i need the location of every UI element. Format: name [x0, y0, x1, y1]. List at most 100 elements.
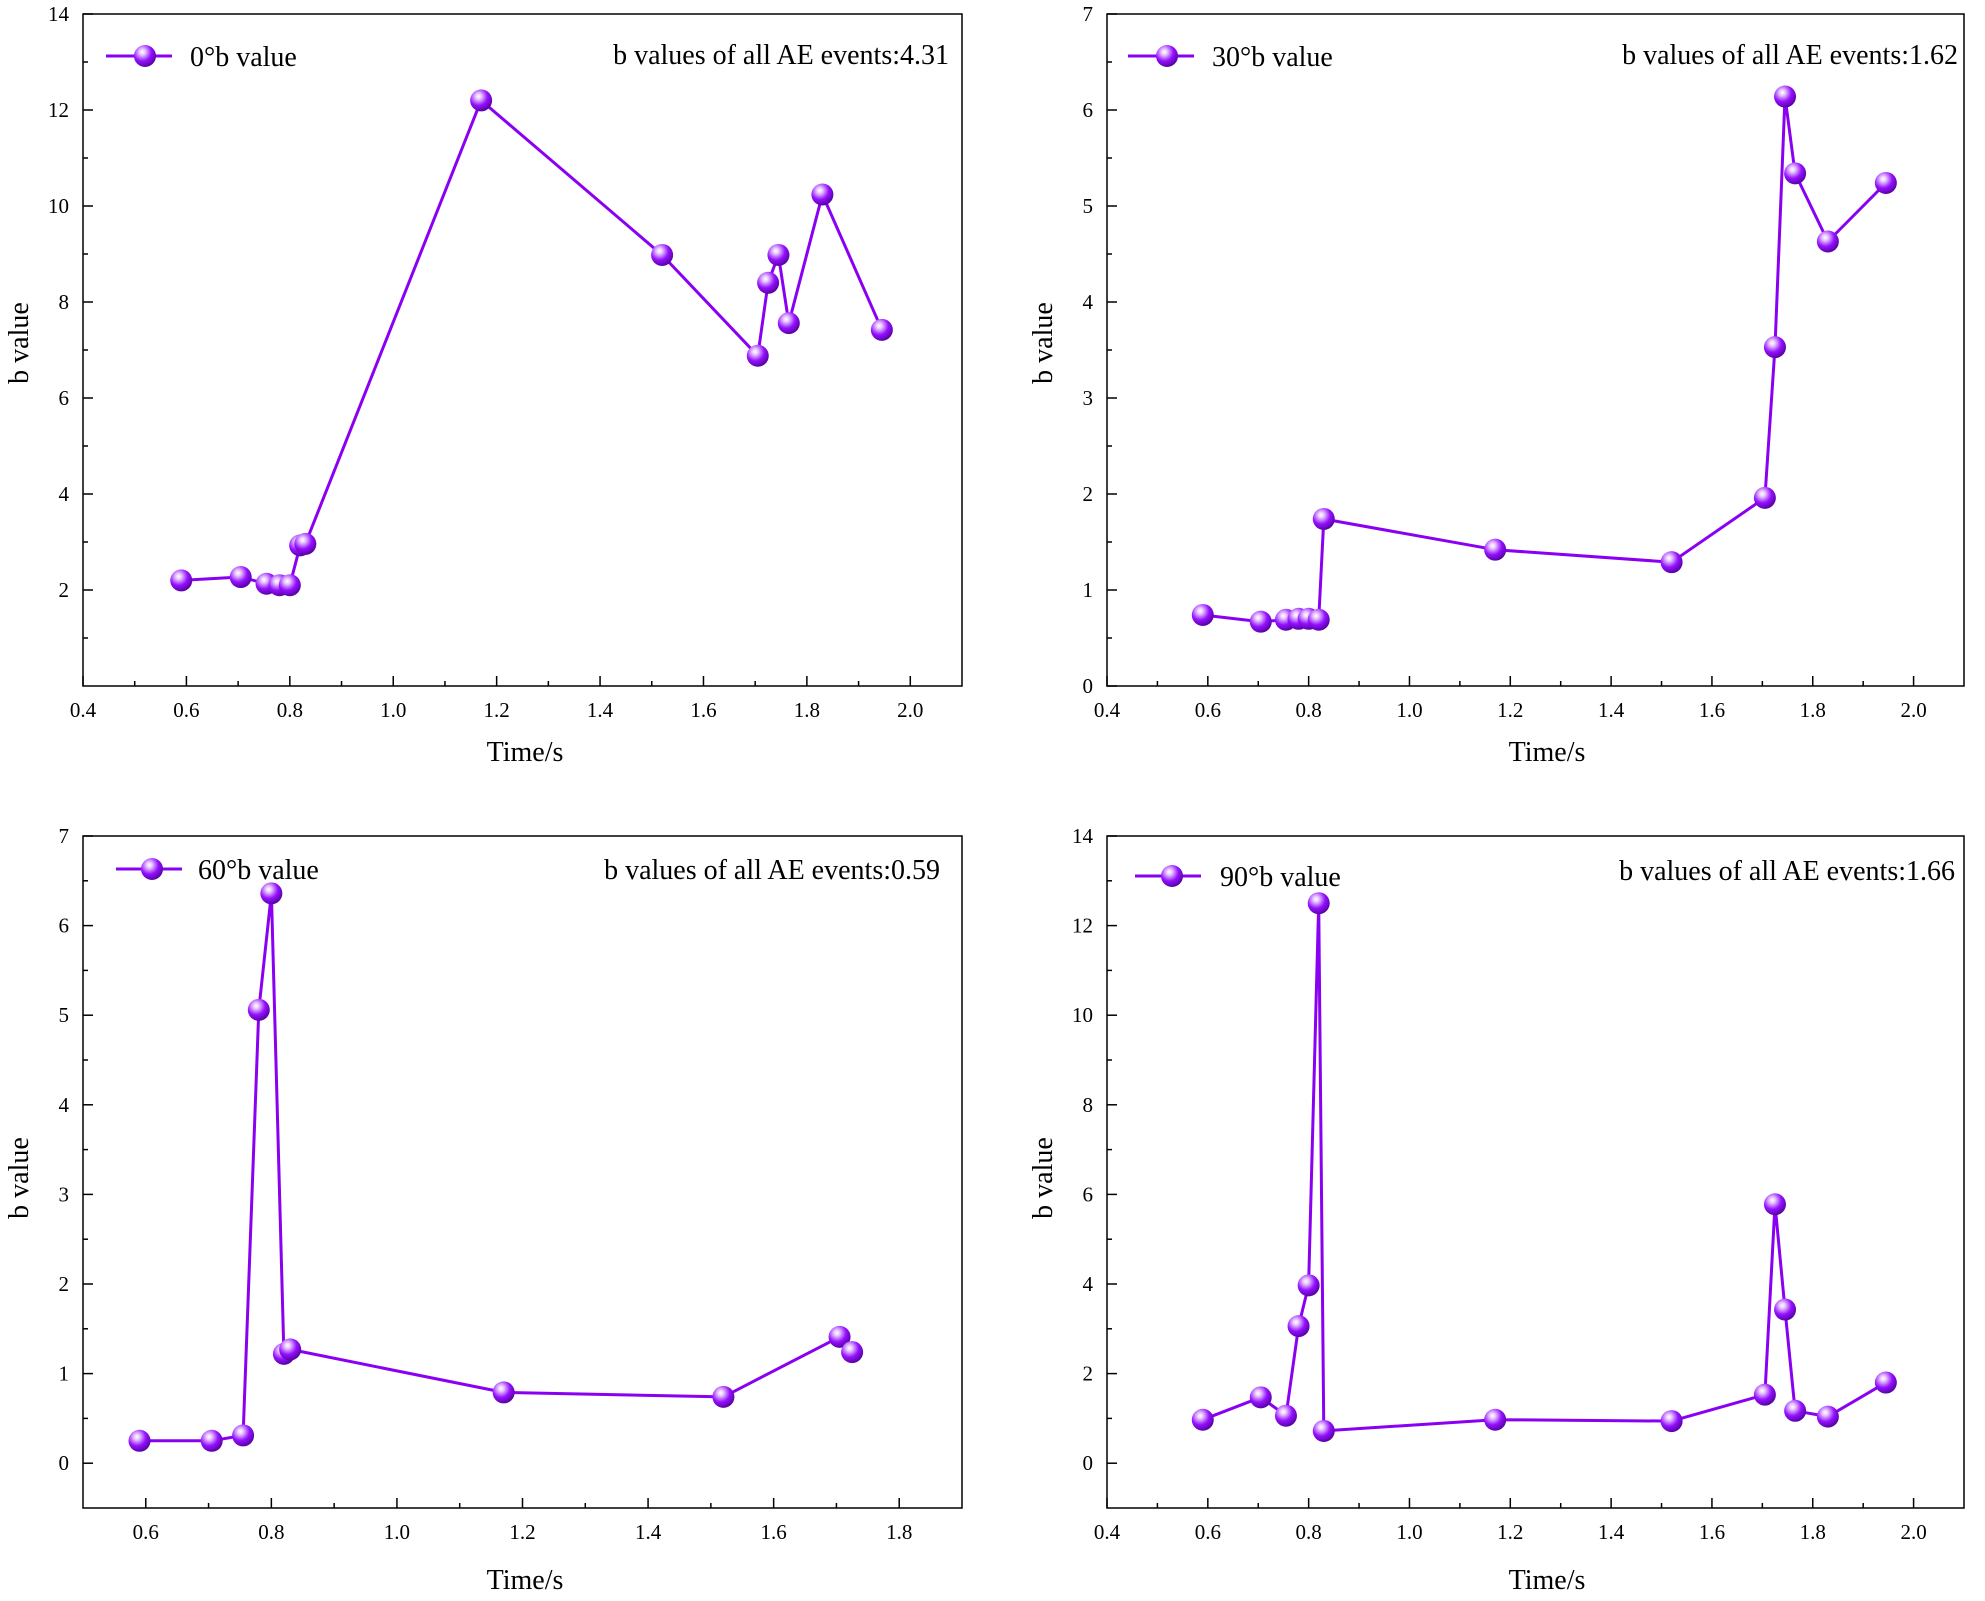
y-tick-label: 7 [59, 824, 70, 848]
data-point [1660, 551, 1683, 574]
y-tick-label: 5 [59, 1003, 70, 1027]
data-point [260, 882, 283, 905]
annotation: b values of all AE events:0.59 [604, 855, 940, 886]
data-point [170, 569, 193, 592]
panel-90-degree: 0.4 0.6 0.8 1.0 1.2 1.4 1.6 1.8 2.0 0 2 4 6 8 10 12 14 T… [1028, 824, 1965, 1596]
x-tick-label: 0.8 [1296, 698, 1322, 722]
data-point [1484, 538, 1507, 561]
data-point [841, 1341, 864, 1364]
y-tick-label: 6 [59, 914, 70, 938]
x-tick-label: 1.8 [794, 698, 820, 722]
data-point [470, 89, 493, 112]
y-tick-label: 8 [1083, 1093, 1094, 1117]
y-tick-label: 10 [48, 194, 69, 218]
x-tick-label: 0.6 [173, 698, 199, 722]
y-tick-label: 0 [59, 1451, 70, 1475]
data-point [746, 344, 769, 367]
series-line [181, 98, 884, 587]
data-point [651, 243, 674, 266]
data-point [828, 1325, 851, 1348]
data-point [1307, 608, 1330, 631]
legend-marker [134, 45, 156, 67]
x-tick-label: 1.4 [635, 1520, 662, 1544]
data-point [811, 183, 834, 206]
legend-label: 60°b value [198, 855, 319, 886]
data-point [1816, 1405, 1839, 1428]
data-point [1874, 171, 1897, 194]
data-point [1784, 1399, 1807, 1422]
data-point [1312, 1419, 1335, 1442]
data-point [1753, 486, 1776, 509]
data-point [247, 998, 270, 1021]
annotation: b values of all AE events:4.31 [613, 40, 949, 71]
data-point [1297, 1274, 1320, 1297]
y-tick-label: 3 [59, 1182, 70, 1206]
x-tick-label: 1.6 [690, 698, 716, 722]
y-tick-label: 4 [1083, 290, 1094, 314]
data-point [1249, 1386, 1272, 1409]
y-tick-label: 14 [48, 2, 70, 26]
plot-frame [82, 13, 963, 687]
y-tick-label: 2 [1083, 482, 1094, 506]
legend: 30°b value [1128, 42, 1333, 73]
annotation: b values of all AE events:1.62 [1622, 40, 1958, 71]
data-point [229, 566, 252, 589]
x-tick-label: 1.4 [1598, 698, 1625, 722]
x-axis-title: Time/s [487, 1565, 564, 1596]
y-tick-label: 0 [1083, 674, 1094, 698]
x-tick-label: 0.8 [258, 1520, 284, 1544]
x-tick-label: 0.8 [1296, 1520, 1322, 1544]
y-tick-label: 7 [1083, 2, 1094, 26]
y-tick-label: 6 [1083, 98, 1094, 122]
x-tick-label: 1.2 [1497, 1520, 1523, 1544]
data-point [232, 1424, 255, 1447]
x-tick-label: 1.8 [886, 1520, 912, 1544]
y-tick-label: 1 [59, 1362, 70, 1386]
data-point [1816, 230, 1839, 253]
data-point [279, 1338, 302, 1361]
data-point [777, 312, 800, 335]
x-tick-label: 1.0 [384, 1520, 410, 1544]
plot-area: 0.4 0.6 0.8 1.0 1.2 1.4 1.6 1.8 2.0 0 2 4 6 8 10 12 14 [1072, 824, 1965, 1544]
x-tick-label: 0.4 [70, 698, 97, 722]
plot-area: 0.6 0.8 1.0 1.2 1.4 1.6 1.8 0 1 2 3 4 5 6 7 [59, 824, 963, 1544]
data-point [1287, 1315, 1310, 1338]
x-tick-label: 1.0 [1396, 698, 1422, 722]
x-tick-label: 0.6 [1195, 698, 1221, 722]
y-tick-label: 4 [1083, 1272, 1094, 1296]
x-tick-label: 1.8 [1800, 1520, 1826, 1544]
data-point [1763, 1193, 1786, 1216]
plot-frame [82, 835, 963, 1509]
series-line [1202, 95, 1887, 624]
series-line [139, 891, 854, 1443]
data-point [492, 1381, 515, 1404]
y-tick-label: 8 [59, 290, 70, 314]
data-point [870, 318, 893, 341]
x-axis-title: Time/s [1509, 737, 1586, 768]
x-tick-label: 1.6 [1699, 698, 1725, 722]
x-axis-title: Time/s [1509, 1565, 1586, 1596]
x-tick-label: 0.4 [1094, 1520, 1121, 1544]
legend: 90°b value [1135, 862, 1341, 893]
y-tick-label: 1 [1083, 578, 1094, 602]
y-axis-title: b value [4, 302, 35, 384]
annotation: b values of all AE events:1.66 [1619, 856, 1955, 887]
y-tick-label: 4 [59, 482, 70, 506]
data-point [1874, 1371, 1897, 1394]
x-tick-label: 2.0 [897, 698, 923, 722]
y-tick-label: 5 [1083, 194, 1094, 218]
y-tick-label: 6 [1083, 1182, 1094, 1206]
x-tick-label: 1.4 [1598, 1520, 1625, 1544]
y-tick-label: 12 [48, 98, 69, 122]
data-point [767, 243, 790, 266]
x-tick-label: 2.0 [1900, 698, 1926, 722]
y-tick-label: 0 [1083, 1451, 1094, 1475]
plot-area: 0.4 0.6 0.8 1.0 1.2 1.4 1.6 1.8 2.0 0 1 2 3 4 5 6 7 [1083, 2, 1965, 722]
plot-area: 0.4 0.6 0.8 1.0 1.2 1.4 1.6 1.8 2.0 2 4 6 8 10 12 14 [48, 2, 963, 722]
data-point [200, 1429, 223, 1452]
x-tick-label: 1.2 [484, 698, 510, 722]
legend-marker [1161, 865, 1183, 887]
data-point [757, 271, 780, 294]
panel-30-degree: 0.4 0.6 0.8 1.0 1.2 1.4 1.6 1.8 2.0 0 1 2 3 4 5 6 7 Time… [1028, 2, 1965, 768]
